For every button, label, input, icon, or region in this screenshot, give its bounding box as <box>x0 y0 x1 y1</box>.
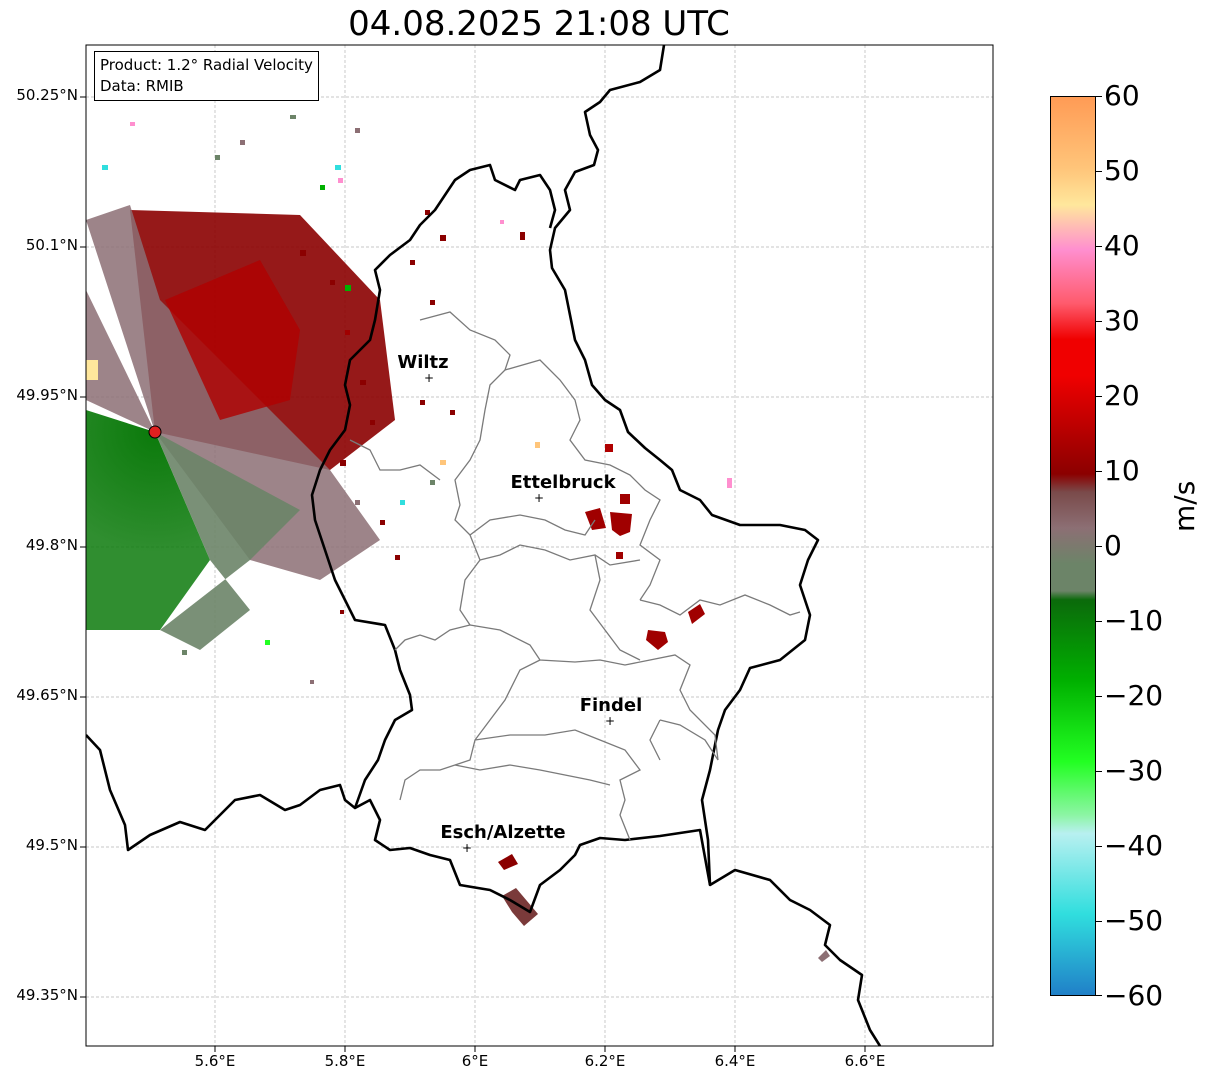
colorbar-tickmark <box>1096 321 1102 322</box>
city-label: Esch/Alzette <box>440 822 565 843</box>
product-info-box: Product: 1.2° Radial Velocity Data: RMIB <box>94 51 319 101</box>
colorbar-tick-label: −40 <box>1104 829 1164 862</box>
country-borders <box>86 45 882 1046</box>
colorbar-tickmark <box>1096 396 1102 397</box>
lat-label: 49.8°N <box>25 536 78 554</box>
colorbar-tickmark <box>1096 96 1102 97</box>
colorbar-tickmark <box>1096 621 1102 622</box>
city-label: Findel <box>580 695 643 716</box>
colorbar-tick-label: −20 <box>1104 679 1164 712</box>
colorbar-tick-label: 10 <box>1104 454 1140 487</box>
plot-frame <box>85 44 994 1047</box>
city-label: Wiltz <box>397 352 448 373</box>
city-findel[interactable]: + Findel <box>580 695 643 728</box>
city-marker-plus: + <box>534 491 544 505</box>
lon-label: 5.6°E <box>194 1052 236 1070</box>
colorbar-tick-label: 50 <box>1104 154 1140 187</box>
grey-left-region <box>86 290 155 432</box>
lat-label: 50.1°N <box>25 236 78 254</box>
colorbar-tick-label: 40 <box>1104 229 1140 262</box>
colorbar-unit-label: m/s <box>1168 480 1201 532</box>
lon-label: 6.4°E <box>714 1052 756 1070</box>
lon-label: 6.2°E <box>584 1052 626 1070</box>
colorbar-tickmark <box>1096 995 1102 996</box>
city-marker-plus: + <box>605 714 615 728</box>
colorbar-tickmark <box>1096 546 1102 547</box>
velocity-colorbar <box>1050 96 1096 996</box>
colorbar-tick-label: 0 <box>1104 529 1122 562</box>
city-marker-plus: + <box>424 371 434 385</box>
colorbar-tick-label: −60 <box>1104 979 1164 1012</box>
city-esch-alzette[interactable]: + Esch/Alzette <box>440 822 565 855</box>
colorbar-tickmark <box>1096 471 1102 472</box>
colorbar-tick-label: −10 <box>1104 604 1164 637</box>
grey-green-region <box>155 432 300 650</box>
city-ettelbruck[interactable]: + Ettelbruck <box>510 472 616 505</box>
colorbar-tickmark <box>1096 846 1102 847</box>
city-wiltz[interactable]: + Wiltz <box>397 352 448 385</box>
axis-ticks <box>80 96 866 1052</box>
lon-label: 5.8°E <box>324 1052 366 1070</box>
colorbar-tickmark <box>1096 921 1102 922</box>
product-label: Product: 1.2° Radial Velocity <box>100 56 313 74</box>
radar-site-marker <box>148 425 162 439</box>
lat-label: 50.25°N <box>16 86 78 104</box>
map-title: 04.08.2025 21:08 UTC <box>348 4 730 44</box>
lon-label: 6.6°E <box>844 1052 886 1070</box>
canton-boundaries <box>349 311 801 841</box>
radar-echoes <box>86 98 830 962</box>
lon-label: 6°E <box>461 1052 489 1070</box>
colorbar-tick-label: 20 <box>1104 379 1140 412</box>
city-label: Ettelbruck <box>510 472 616 493</box>
colorbar-tickmark <box>1096 771 1102 772</box>
colorbar-tickmark <box>1096 246 1102 247</box>
city-marker-plus: + <box>462 841 472 855</box>
colorbar-tick-label: −50 <box>1104 904 1164 937</box>
colorbar-tick-label: −30 <box>1104 754 1164 787</box>
lat-label: 49.95°N <box>16 386 78 404</box>
colorbar-tick-label: 30 <box>1104 304 1140 337</box>
lat-label: 49.65°N <box>16 686 78 704</box>
colorbar-tick-label: 60 <box>1104 79 1140 112</box>
data-source-label: Data: RMIB <box>100 77 184 95</box>
red-core-region <box>165 260 300 420</box>
lat-label: 49.5°N <box>25 836 78 854</box>
colorbar-tickmark <box>1096 171 1102 172</box>
lat-label: 49.35°N <box>16 986 78 1004</box>
inbound-green-region <box>86 410 210 630</box>
colorbar-tickmark <box>1096 696 1102 697</box>
